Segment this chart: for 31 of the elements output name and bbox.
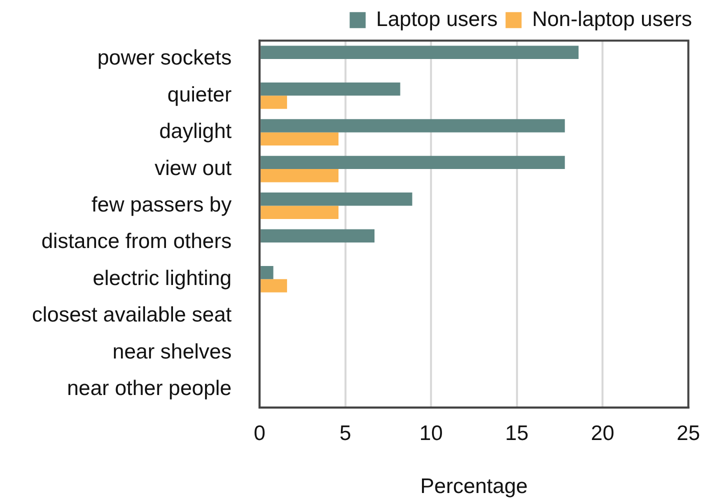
x-tick-label: 15 bbox=[505, 422, 529, 445]
legend-label: Non-laptop users bbox=[532, 8, 692, 31]
bar bbox=[260, 169, 338, 182]
bar bbox=[260, 82, 400, 96]
y-tick-label: near other people bbox=[66, 377, 232, 400]
x-tick-label: 20 bbox=[590, 422, 614, 445]
bar bbox=[260, 192, 412, 206]
x-tick-label: 5 bbox=[340, 422, 352, 445]
bar bbox=[260, 266, 274, 280]
bar bbox=[260, 279, 288, 292]
y-tick-label: power sockets bbox=[97, 46, 232, 70]
y-tick-label: few passers by bbox=[92, 194, 232, 217]
x-tick-label: 25 bbox=[676, 422, 700, 445]
y-tick-label: quieter bbox=[167, 83, 232, 106]
y-tick-label: distance from others bbox=[41, 230, 232, 254]
bar bbox=[260, 229, 375, 242]
bar bbox=[260, 96, 288, 109]
x-tick-label: 10 bbox=[419, 422, 443, 445]
y-tick-label: daylight bbox=[159, 120, 232, 144]
y-tick-label: closest available seat bbox=[32, 304, 232, 327]
x-axis-title: Percentage bbox=[420, 475, 528, 498]
bar bbox=[260, 119, 565, 132]
bar bbox=[260, 156, 565, 170]
y-tick-label: electric lighting bbox=[92, 266, 232, 290]
bar bbox=[260, 206, 338, 219]
bar bbox=[260, 132, 338, 146]
bar bbox=[260, 46, 579, 59]
y-tick-label: near shelves bbox=[112, 340, 232, 364]
y-tick-label: view out bbox=[154, 156, 232, 180]
x-tick-label: 0 bbox=[254, 422, 266, 445]
legend-label: Laptop users bbox=[376, 8, 498, 31]
